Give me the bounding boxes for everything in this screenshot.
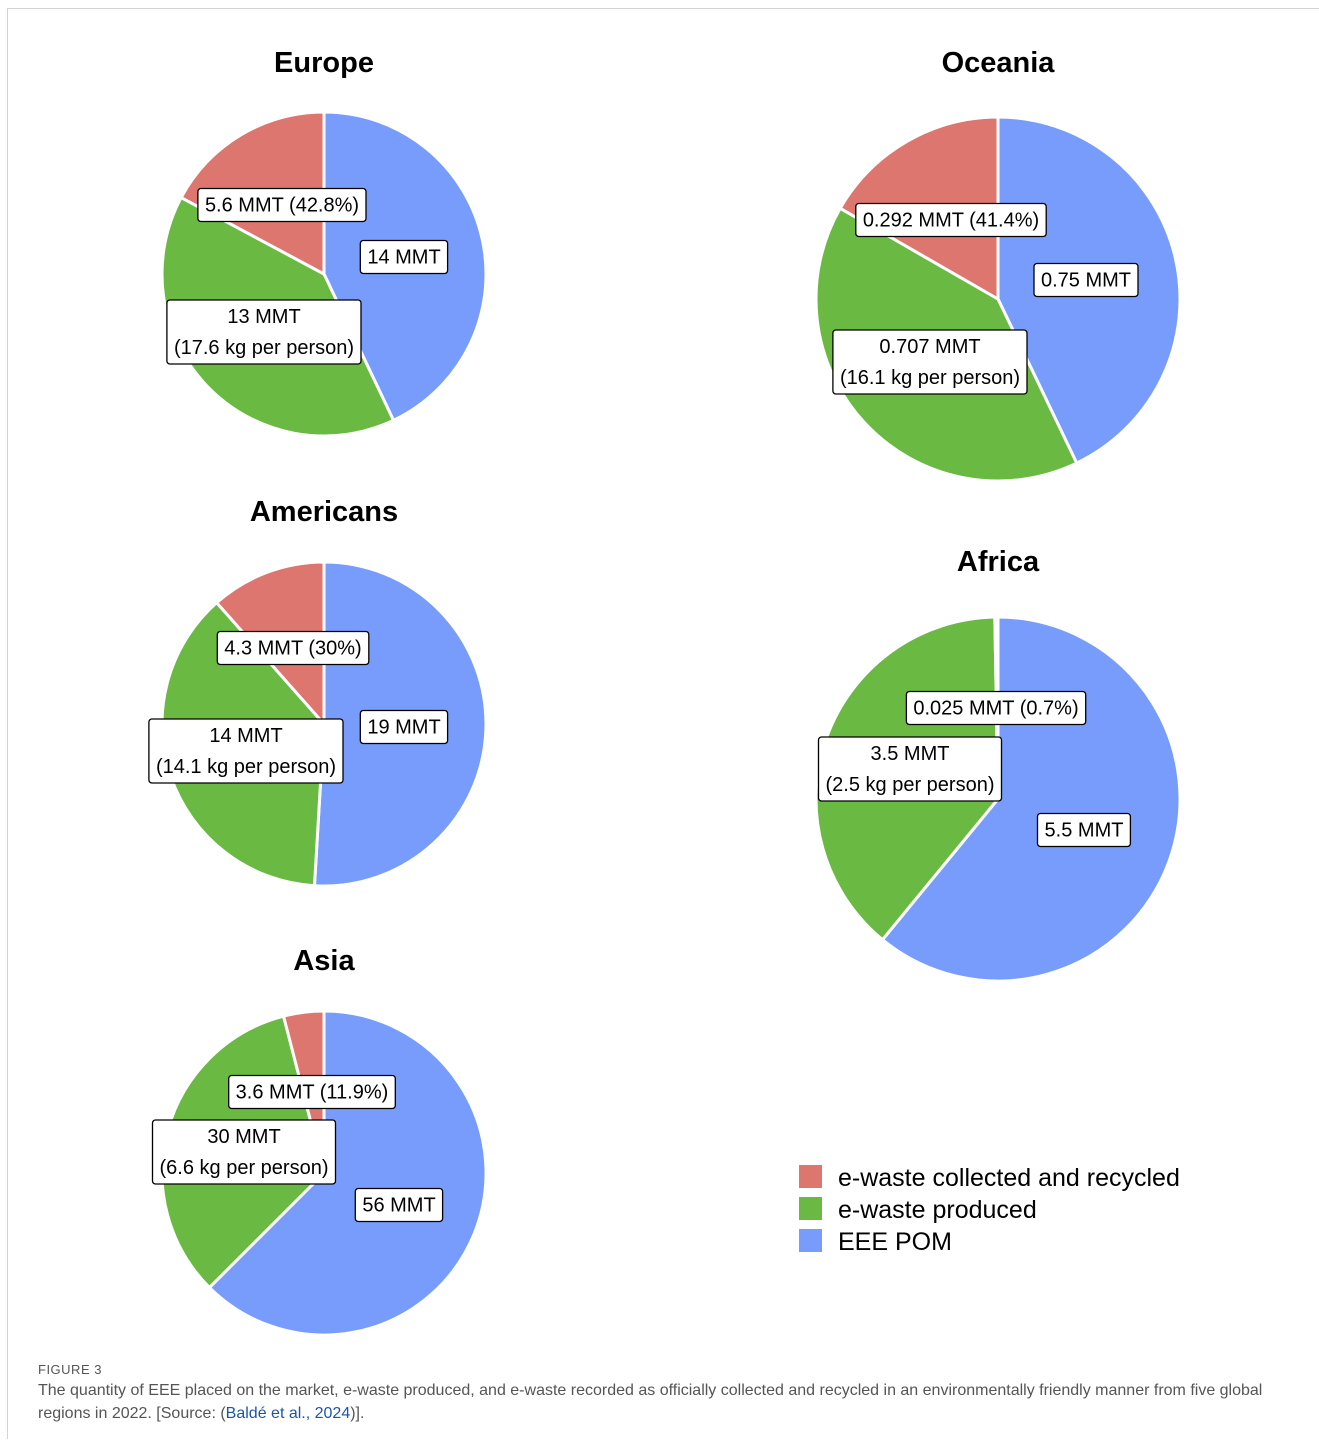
legend-label-e-waste-collected-and-recycled: e-waste collected and recycled [838,1164,1180,1192]
data-label-text: 0.025 MMT (0.7%) [913,698,1078,720]
data-label-e-waste-collected-and-recycled: 0.025 MMT (0.7%) [905,690,1087,726]
data-label-text: 14 MMT [209,725,282,747]
data-label-text: (6.6 kg per person) [160,1157,329,1179]
legend-swatch-e-waste-collected-and-recycled [799,1165,822,1188]
caption-text-after: )]. [350,1405,365,1422]
data-label-e-waste-produced: 30 MMT (6.6 kg per person) [151,1119,337,1185]
data-label-e-waste-produced: 0.707 MMT (16.1 kg per person) [832,329,1028,395]
data-label-text: 14 MMT [367,247,440,269]
data-label-e-waste-collected-and-recycled: 5.6 MMT (42.8%) [197,187,367,223]
data-label-eee-pom: 0.75 MMT [1033,262,1139,298]
data-label-eee-pom: 56 MMT [354,1187,444,1223]
pie-title: Asia [293,945,355,977]
figure-caption: The quantity of EEE placed on the market… [38,1379,1288,1425]
data-label-text: (16.1 kg per person) [840,367,1020,389]
data-label-text: (14.1 kg per person) [156,756,336,778]
data-label-text: 5.5 MMT [1045,820,1124,842]
figure-frame [7,8,1319,1439]
pie-title: Africa [957,546,1040,578]
data-label-eee-pom: 14 MMT [359,239,449,275]
caption-text-before: The quantity of EEE placed on the market… [38,1382,1263,1422]
pie-oceania: Oceania 0.75 MMT 0.707 MMT (16.1 kg per per… [814,47,1182,483]
pie-americans: Americans 19 MMT 14 MMT (14.1 kg per person… [148,496,488,888]
pie-title: Oceania [942,47,1056,79]
pie-title: Europe [274,47,374,79]
data-label-e-waste-collected-and-recycled: 3.6 MMT (11.9%) [228,1074,396,1110]
data-label-text: 30 MMT [207,1126,280,1148]
pie-africa: Africa 5.5 MMT 3.5 MMT (2.5 kg per person) 0… [814,546,1182,983]
pie-charts-figure: Europe 14 MMT 13 MMT (17.6 kg per person) 5.… [148,47,1182,1337]
data-label-text: 4.3 MMT (30%) [224,638,361,660]
data-label-e-waste-produced: 13 MMT (17.6 kg per person) [166,299,362,365]
pie-asia: Asia 56 MMT 30 MMT (6.6 kg per person) 3.6 M… [151,945,488,1337]
data-label-text: 0.75 MMT [1041,270,1131,292]
data-label-text: 0.707 MMT [879,336,980,358]
data-label-e-waste-collected-and-recycled: 4.3 MMT (30%) [216,630,370,666]
data-label-e-waste-produced: 3.5 MMT (2.5 kg per person) [817,736,1003,802]
legend-label-e-waste-produced: e-waste produced [838,1196,1037,1224]
data-label-text: 3.5 MMT [871,743,950,765]
data-label-text: 5.6 MMT (42.8%) [205,195,359,217]
legend-label-eee-pom: EEE POM [838,1228,952,1256]
data-label-text: (2.5 kg per person) [826,774,995,796]
legend: e-waste collected and recycled e-waste pr… [799,1164,1180,1256]
slice-eee-pom [207,1009,488,1337]
data-label-eee-pom: 19 MMT [359,709,449,745]
data-label-text: 56 MMT [362,1195,435,1217]
legend-swatch-eee-pom [799,1229,822,1252]
data-label-eee-pom: 5.5 MMT [1036,812,1132,848]
data-label-text: 0.292 MMT (41.4%) [863,210,1039,232]
legend-swatch-e-waste-produced [799,1197,822,1220]
data-label-text: 19 MMT [367,717,440,739]
data-label-e-waste-collected-and-recycled: 0.292 MMT (41.4%) [855,202,1047,238]
data-label-text: 13 MMT [227,306,300,328]
citation-link[interactable]: Baldé et al., 2024 [225,1405,351,1422]
slice-eee-pom [881,615,1182,983]
figure-label: FIGURE 3 [38,1362,102,1377]
pie-europe: Europe 14 MMT 13 MMT (17.6 kg per person) 5.… [160,47,488,438]
pie-title: Americans [250,496,398,528]
data-label-text: (17.6 kg per person) [174,337,354,359]
data-label-e-waste-produced: 14 MMT (14.1 kg per person) [148,718,344,784]
data-label-text: 3.6 MMT (11.9%) [236,1082,389,1104]
